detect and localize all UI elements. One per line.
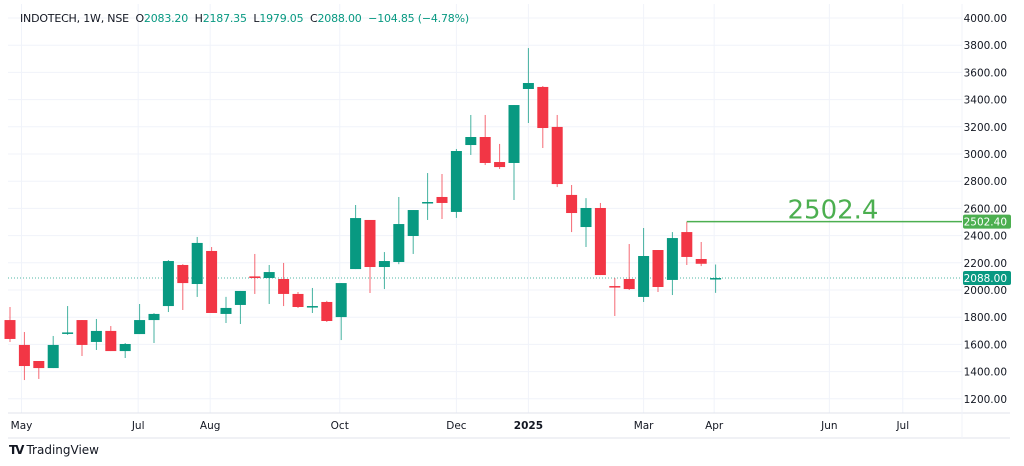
candle-body	[162, 261, 174, 307]
high-value: 2187.35	[202, 12, 247, 25]
open-label: O	[135, 12, 144, 25]
time-tick-label: Jul	[895, 420, 909, 432]
candle-body	[321, 301, 333, 322]
candle-body	[422, 202, 434, 204]
price-tick-label: 2600.00	[964, 203, 1007, 215]
tradingview-logo-icon: TV	[9, 443, 25, 457]
price-tick-label: 1200.00	[964, 394, 1007, 406]
candle-body	[436, 196, 448, 203]
candle-body	[450, 151, 462, 212]
candle-body	[695, 258, 707, 264]
candle-body	[62, 332, 74, 334]
candle-body	[4, 320, 16, 339]
candle-body	[580, 207, 592, 228]
symbol-name: INDOTECH, 1W, NSE	[20, 12, 129, 25]
candle-body	[292, 293, 304, 307]
low-label: L	[253, 12, 260, 25]
candle-body	[278, 278, 290, 294]
candle-body	[18, 344, 30, 367]
candle-body	[378, 261, 390, 268]
candle-body	[710, 278, 722, 280]
last-price-badge-bg	[963, 271, 1011, 286]
candle-body	[90, 330, 102, 342]
price-tick-label: 1600.00	[964, 339, 1007, 351]
price-tick-label: 3400.00	[964, 95, 1007, 107]
low-value: 1979.05	[259, 12, 304, 25]
candle-body	[508, 105, 520, 163]
candle-body	[33, 360, 45, 369]
time-tick-label: Jul	[131, 420, 145, 432]
candle-body	[234, 290, 246, 305]
candle-body	[47, 344, 59, 369]
candle-body	[206, 250, 218, 313]
candle-body	[191, 242, 203, 285]
candle-body	[306, 306, 318, 308]
candle-body	[76, 320, 88, 345]
horizontal-line-text: 2502.4	[788, 196, 879, 226]
candle-body	[105, 330, 117, 352]
price-tick-label: 1400.00	[964, 367, 1007, 379]
candle-body	[350, 218, 362, 270]
time-tick-label: Apr	[705, 420, 724, 432]
time-tick-label: Oct	[331, 420, 349, 432]
price-tick-label: 3000.00	[964, 149, 1007, 161]
line-price-badge: 2502.40	[964, 217, 1007, 229]
candle-body	[666, 238, 678, 280]
price-tick-label: 2200.00	[964, 258, 1007, 270]
price-tick-label: 1800.00	[964, 312, 1007, 324]
candle-body	[623, 278, 635, 290]
candle-body	[220, 307, 232, 314]
time-tick-label: Aug	[200, 420, 221, 432]
candle-body	[393, 224, 405, 262]
last-price-badge: 2088.00	[964, 273, 1007, 285]
price-tick-label: 3600.00	[964, 67, 1007, 79]
candle-body	[566, 194, 578, 214]
candle-body	[681, 232, 693, 257]
candle-body	[551, 126, 563, 185]
time-tick-label: Jun	[820, 420, 837, 432]
price-tick-label: 2800.00	[964, 176, 1007, 188]
price-tick-label: 2400.00	[964, 231, 1007, 243]
candle-body	[465, 137, 477, 146]
candle-body	[638, 256, 650, 297]
candle-body	[522, 83, 534, 89]
price-tick-label: 3800.00	[964, 40, 1007, 52]
candle-body	[249, 276, 261, 279]
candle-body	[479, 137, 491, 163]
brand-name: TradingView	[26, 443, 99, 457]
line-price-badge-bg	[963, 214, 1011, 229]
candle-body	[119, 343, 131, 352]
candle-body	[652, 250, 664, 288]
candle-body	[407, 210, 419, 237]
time-tick-label: Mar	[634, 420, 654, 432]
change-value: −104.85 (−4.78%)	[368, 12, 469, 25]
high-label: H	[194, 12, 203, 25]
candle-body	[148, 313, 160, 321]
price-tick-label: 4000.00	[964, 13, 1007, 25]
candle-body	[263, 272, 275, 279]
time-tick-label: 2025	[514, 420, 543, 432]
price-tick-label: 3200.00	[964, 122, 1007, 134]
candle-body	[335, 283, 347, 318]
candle-body	[177, 264, 189, 284]
time-tick-label: May	[11, 420, 33, 432]
candle-body	[494, 162, 506, 168]
candle-body	[537, 86, 549, 129]
candle-body	[134, 320, 146, 335]
tradingview-brand[interactable]: TV TradingView	[9, 443, 99, 457]
candle-body	[609, 286, 621, 288]
close-value: 2088.00	[317, 12, 362, 25]
time-tick-label: Dec	[446, 420, 467, 432]
price-tick-label: 2000.00	[964, 285, 1007, 297]
close-label: C	[310, 12, 318, 25]
symbol-legend: INDOTECH, 1W, NSE O2083.20 H2187.35 L197…	[20, 12, 469, 25]
candle-body	[594, 207, 606, 276]
open-value: 2083.20	[143, 12, 189, 25]
candle-body	[364, 219, 376, 268]
